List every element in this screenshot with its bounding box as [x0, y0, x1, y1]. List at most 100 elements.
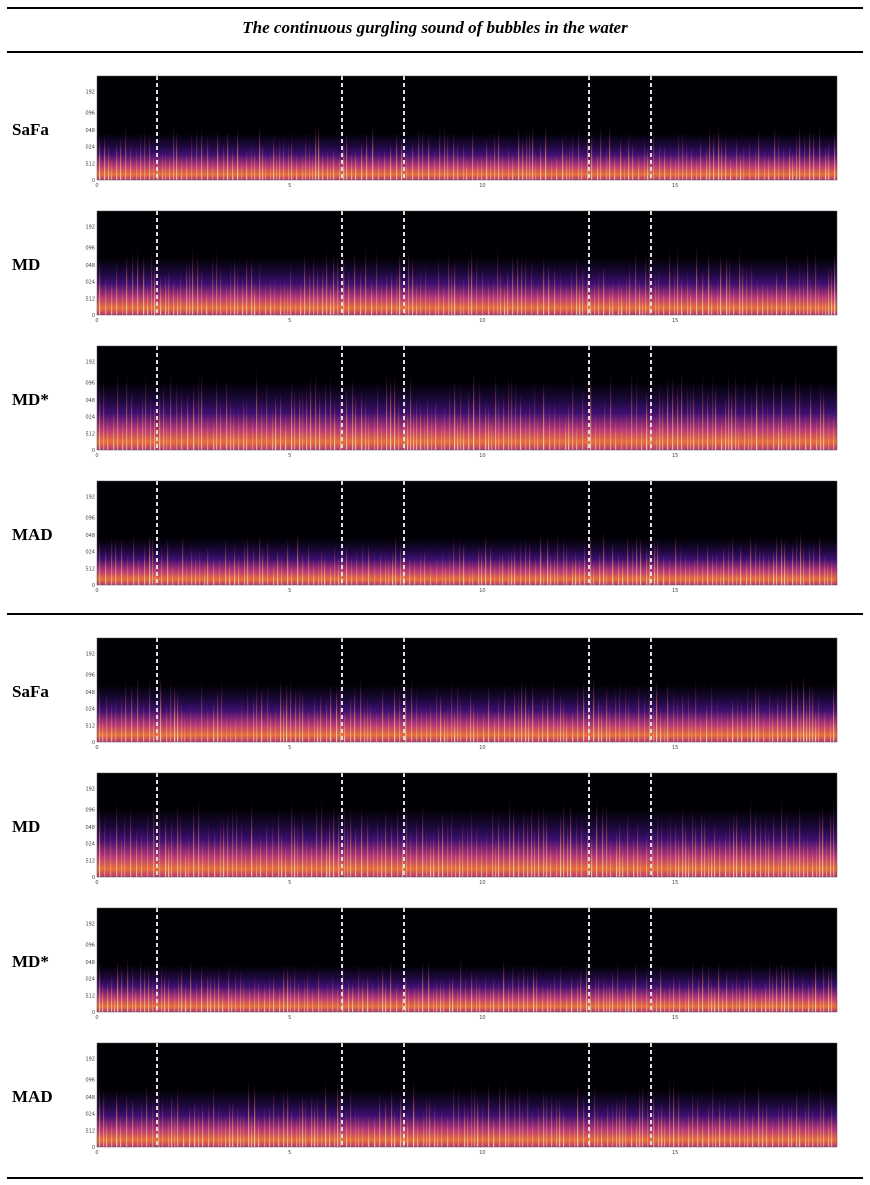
x-tick-label: 10 — [479, 588, 485, 594]
x-tick-label: 0 — [95, 880, 98, 886]
x-tick-label: 15 — [672, 318, 678, 324]
x-tick-label: 15 — [672, 453, 678, 459]
title-rule — [7, 51, 863, 53]
spectrogram-panel: 0 512 1024 2048 4096 8192 0 5 10 15 — [85, 475, 840, 595]
y-tick-label: 2048 — [85, 1095, 95, 1101]
spectral-streaks — [99, 956, 833, 1012]
y-tick-label: 2048 — [85, 825, 95, 831]
x-tick-label: 10 — [479, 1150, 485, 1156]
y-tick-label: 0 — [92, 875, 95, 881]
y-tick-label: 2048 — [85, 398, 95, 404]
x-tick-label: 0 — [95, 318, 98, 324]
y-tick-label: 4096 — [85, 942, 95, 948]
y-tick-label: 0 — [92, 740, 95, 746]
spectrogram-panel: 0 512 1024 2048 4096 8192 0 5 10 15 — [85, 1037, 840, 1157]
row-label: MD* — [12, 952, 49, 971]
top-rule — [7, 7, 863, 9]
y-tick-label: 1024 — [85, 977, 95, 983]
y-tick-label: 8192 — [85, 360, 95, 366]
spectrogram-panel: 0 512 1024 2048 4096 8192 0 5 10 15 — [85, 340, 840, 460]
spectral-streaks — [99, 673, 835, 742]
y-tick-label: 512 — [85, 296, 95, 302]
x-tick-label: 5 — [288, 588, 291, 594]
y-tick-label: 1024 — [85, 415, 95, 421]
y-tick-label: 2048 — [85, 128, 95, 134]
spectrogram-svg: 0 512 1024 2048 4096 8192 0 5 10 15 — [85, 75, 838, 189]
y-tick-label: 0 — [92, 1010, 95, 1016]
energy-band — [97, 538, 837, 585]
y-tick-label: 2048 — [85, 690, 95, 696]
y-tick-label: 1024 — [85, 145, 95, 151]
spectrogram-panel: 0 512 1024 2048 4096 8192 0 5 10 15 — [85, 70, 840, 190]
x-tick-label: 15 — [672, 1150, 678, 1156]
group-divider — [7, 613, 863, 615]
x-tick-label: 15 — [672, 588, 678, 594]
spectrogram-svg: 0 512 1024 2048 4096 8192 0 5 10 15 — [85, 480, 838, 594]
bottom-rule — [7, 1177, 863, 1179]
x-tick-label: 0 — [95, 588, 98, 594]
spectrogram-panel: 0 512 1024 2048 4096 8192 0 5 10 15 — [85, 902, 840, 1022]
x-tick-label: 5 — [288, 1150, 291, 1156]
y-tick-label: 1024 — [85, 707, 95, 713]
y-tick-label: 4096 — [85, 672, 95, 678]
y-tick-label: 0 — [92, 178, 95, 184]
y-tick-label: 4096 — [85, 110, 95, 116]
y-tick-label: 4096 — [85, 380, 95, 386]
x-tick-label: 5 — [288, 453, 291, 459]
y-tick-label: 4096 — [85, 515, 95, 521]
x-tick-label: 15 — [672, 183, 678, 189]
y-tick-label: 2048 — [85, 263, 95, 269]
x-tick-label: 5 — [288, 318, 291, 324]
row-label: MAD — [12, 525, 53, 544]
spectrogram-svg: 0 512 1024 2048 4096 8192 0 5 10 15 — [85, 210, 838, 324]
spectrogram-svg: 0 512 1024 2048 4096 8192 0 5 10 15 — [85, 345, 838, 459]
row-label: MD* — [12, 390, 49, 409]
y-tick-label: 8192 — [85, 225, 95, 231]
x-tick-label: 0 — [95, 1015, 98, 1021]
y-tick-label: 0 — [92, 313, 95, 319]
x-tick-label: 10 — [479, 1015, 485, 1021]
axis-frame — [96, 210, 838, 316]
spectrogram-panel: 0 512 1024 2048 4096 8192 0 5 10 15 — [85, 767, 840, 887]
y-tick-label: 8192 — [85, 652, 95, 658]
y-tick-label: 8192 — [85, 787, 95, 793]
x-tick-label: 0 — [95, 453, 98, 459]
y-tick-label: 512 — [85, 161, 95, 167]
x-tick-label: 5 — [288, 183, 291, 189]
spectral-streaks — [99, 124, 836, 180]
y-tick-label: 0 — [92, 448, 95, 454]
axis-frame — [96, 75, 838, 181]
x-tick-label: 5 — [288, 1015, 291, 1021]
row-label: MD — [12, 817, 41, 836]
x-tick-label: 10 — [479, 880, 485, 886]
y-tick-label: 8192 — [85, 1057, 95, 1063]
y-tick-label: 512 — [85, 723, 95, 729]
x-tick-label: 10 — [479, 453, 485, 459]
spectral-streaks — [99, 246, 836, 315]
x-tick-label: 0 — [95, 1150, 98, 1156]
y-tick-label: 0 — [92, 583, 95, 589]
x-tick-label: 5 — [288, 745, 291, 751]
figure-title: The continuous gurgling sound of bubbles… — [242, 18, 628, 37]
x-tick-label: 15 — [672, 880, 678, 886]
y-tick-label: 4096 — [85, 807, 95, 813]
x-tick-label: 0 — [95, 745, 98, 751]
y-tick-label: 8192 — [85, 90, 95, 96]
x-tick-label: 10 — [479, 318, 485, 324]
y-tick-label: 8192 — [85, 922, 95, 928]
row-label: MD — [12, 255, 41, 274]
x-tick-label: 10 — [479, 745, 485, 751]
x-tick-label: 10 — [479, 183, 485, 189]
y-tick-label: 1024 — [85, 842, 95, 848]
y-tick-label: 512 — [85, 1128, 95, 1134]
axis-frame — [96, 772, 838, 878]
spectral-streaks — [99, 369, 835, 450]
x-tick-label: 15 — [672, 745, 678, 751]
y-tick-label: 1024 — [85, 1112, 95, 1118]
spectrogram-svg: 0 512 1024 2048 4096 8192 0 5 10 15 — [85, 907, 838, 1021]
spectrogram-svg: 0 512 1024 2048 4096 8192 0 5 10 15 — [85, 1042, 838, 1156]
x-tick-label: 0 — [95, 183, 98, 189]
axis-frame — [96, 907, 838, 1013]
x-tick-label: 5 — [288, 880, 291, 886]
y-tick-label: 512 — [85, 566, 95, 572]
